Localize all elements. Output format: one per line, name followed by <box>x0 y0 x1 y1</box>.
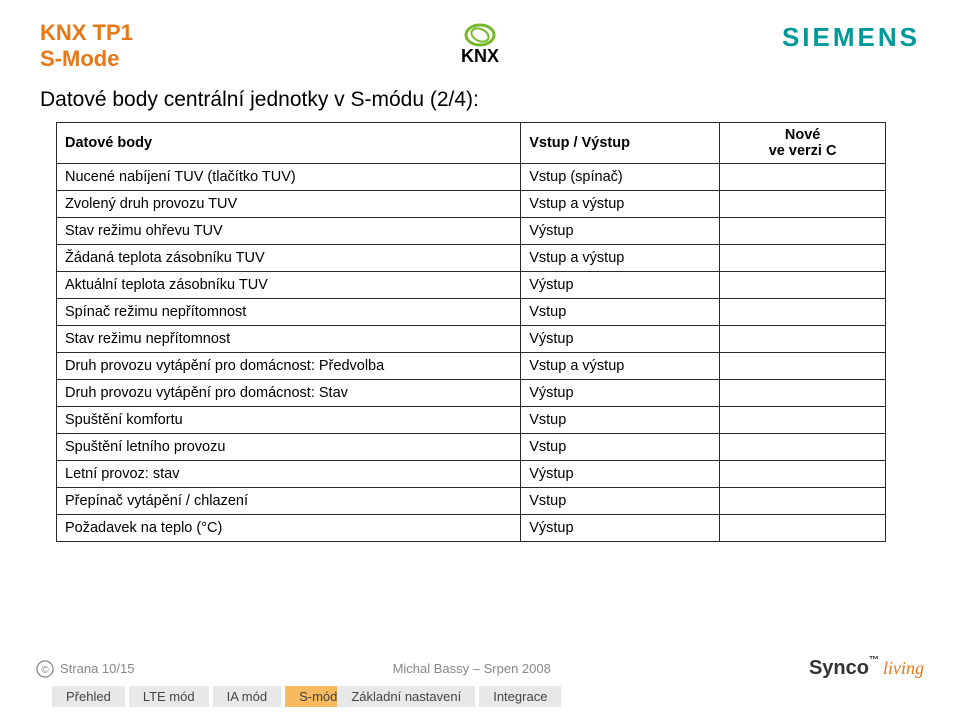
cell-c2: Vstup a výstup <box>521 353 720 380</box>
table-row: Aktuální teplota zásobníku TUVVýstup <box>57 272 886 299</box>
tab-zakladni-nastaveni[interactable]: Základní nastavení <box>337 686 475 707</box>
synco-logo: Synco™ living <box>809 657 924 680</box>
cell-c2: Vstup <box>521 407 720 434</box>
title-block: KNX TP1 S-Mode <box>40 20 133 72</box>
siemens-logo: SIEMENS <box>782 22 920 53</box>
cell-c2: Výstup <box>521 380 720 407</box>
cell-c2: Vstup <box>521 488 720 515</box>
cell-c2: Výstup <box>521 272 720 299</box>
table-row: Stav režimu nepřítomnostVýstup <box>57 326 886 353</box>
cell-c3 <box>720 299 886 326</box>
title-line1: KNX TP1 <box>40 20 133 46</box>
cell-c2: Vstup a výstup <box>521 191 720 218</box>
tab-přehled[interactable]: Přehled <box>52 686 125 707</box>
th-col3: Nové ve verzi C <box>720 123 886 164</box>
tabs: PřehledLTE módIA módS-módZákladní nastav… <box>36 686 924 707</box>
synco-sub: living <box>883 658 924 679</box>
cell-c1: Druh provozu vytápění pro domácnost: Pře… <box>57 353 521 380</box>
cell-c3 <box>720 353 886 380</box>
cell-c2: Vstup <box>521 434 720 461</box>
footer: © Strana 10/15 Michal Bassy – Srpen 2008… <box>0 657 960 717</box>
cell-c1: Spuštění komfortu <box>57 407 521 434</box>
knx-logo-svg: KNX <box>440 22 520 66</box>
header: KNX TP1 S-Mode KNX SIEMENS <box>0 0 960 82</box>
footer-left: © Strana 10/15 <box>36 660 134 678</box>
cell-c3 <box>720 407 886 434</box>
data-table: Datové body Vstup / Výstup Nové ve verzi… <box>56 122 886 542</box>
cell-c3 <box>720 218 886 245</box>
tab-lte-mód[interactable]: LTE mód <box>129 686 209 707</box>
table-row: Přepínač vytápění / chlazeníVstup <box>57 488 886 515</box>
cell-c2: Výstup <box>521 515 720 542</box>
cell-c1: Spínač režimu nepřítomnost <box>57 299 521 326</box>
cell-c2: Vstup a výstup <box>521 245 720 272</box>
th-col1: Datové body <box>57 123 521 164</box>
cell-c1: Žádaná teplota zásobníku TUV <box>57 245 521 272</box>
table-header-row: Datové body Vstup / Výstup Nové ve verzi… <box>57 123 886 164</box>
cell-c1: Nucené nabíjení TUV (tlačítko TUV) <box>57 164 521 191</box>
cell-c3 <box>720 515 886 542</box>
cell-c1: Přepínač vytápění / chlazení <box>57 488 521 515</box>
cell-c3 <box>720 488 886 515</box>
table-row: Spuštění letního provozuVstup <box>57 434 886 461</box>
table-row: Žádaná teplota zásobníku TUVVstup a výst… <box>57 245 886 272</box>
cell-c1: Letní provoz: stav <box>57 461 521 488</box>
tab-ia-mód[interactable]: IA mód <box>213 686 281 707</box>
table-row: Spínač režimu nepřítomnostVstup <box>57 299 886 326</box>
table-body: Nucené nabíjení TUV (tlačítko TUV)Vstup … <box>57 164 886 542</box>
table-row: Letní provoz: stavVýstup <box>57 461 886 488</box>
table-row: Druh provozu vytápění pro domácnost: Pře… <box>57 353 886 380</box>
cell-c3 <box>720 245 886 272</box>
cell-c3 <box>720 164 886 191</box>
cell-c1: Stav režimu nepřítomnost <box>57 326 521 353</box>
table-row: Zvolený druh provozu TUVVstup a výstup <box>57 191 886 218</box>
svg-text:©: © <box>41 665 49 676</box>
th-col3-l2: ve verzi C <box>728 143 877 159</box>
title-line2: S-Mode <box>40 46 133 72</box>
cell-c3 <box>720 380 886 407</box>
cell-c3 <box>720 191 886 218</box>
cell-c3 <box>720 434 886 461</box>
cell-c3 <box>720 461 886 488</box>
subtitle: Datové body centrální jednotky v S-módu … <box>0 82 960 122</box>
th-col3-l1: Nové <box>728 127 877 143</box>
table-row: Spuštění komfortuVstup <box>57 407 886 434</box>
cell-c1: Zvolený druh provozu TUV <box>57 191 521 218</box>
tab-integrace[interactable]: Integrace <box>479 686 561 707</box>
table-row: Stav režimu ohřevu TUVVýstup <box>57 218 886 245</box>
footer-author: Michal Bassy – Srpen 2008 <box>393 661 551 676</box>
restricted-icon: © <box>36 660 54 678</box>
cell-c1: Druh provozu vytápění pro domácnost: Sta… <box>57 380 521 407</box>
cell-c3 <box>720 326 886 353</box>
cell-c2: Výstup <box>521 326 720 353</box>
table-row: Druh provozu vytápění pro domácnost: Sta… <box>57 380 886 407</box>
table-row: Požadavek na teplo (°C)Výstup <box>57 515 886 542</box>
cell-c2: Výstup <box>521 218 720 245</box>
th-col2: Vstup / Výstup <box>521 123 720 164</box>
knx-text: KNX <box>461 46 499 66</box>
knx-logo: KNX <box>440 22 520 66</box>
cell-c2: Výstup <box>521 461 720 488</box>
cell-c1: Aktuální teplota zásobníku TUV <box>57 272 521 299</box>
cell-c3 <box>720 272 886 299</box>
table-row: Nucené nabíjení TUV (tlačítko TUV)Vstup … <box>57 164 886 191</box>
synco-name: Synco™ <box>809 657 869 680</box>
cell-c2: Vstup (spínač) <box>521 164 720 191</box>
page-number: Strana 10/15 <box>60 661 134 676</box>
cell-c1: Stav režimu ohřevu TUV <box>57 218 521 245</box>
table-wrap: Datové body Vstup / Výstup Nové ve verzi… <box>0 122 960 542</box>
cell-c2: Vstup <box>521 299 720 326</box>
cell-c1: Požadavek na teplo (°C) <box>57 515 521 542</box>
cell-c1: Spuštění letního provozu <box>57 434 521 461</box>
footer-top: © Strana 10/15 Michal Bassy – Srpen 2008… <box>36 657 924 686</box>
